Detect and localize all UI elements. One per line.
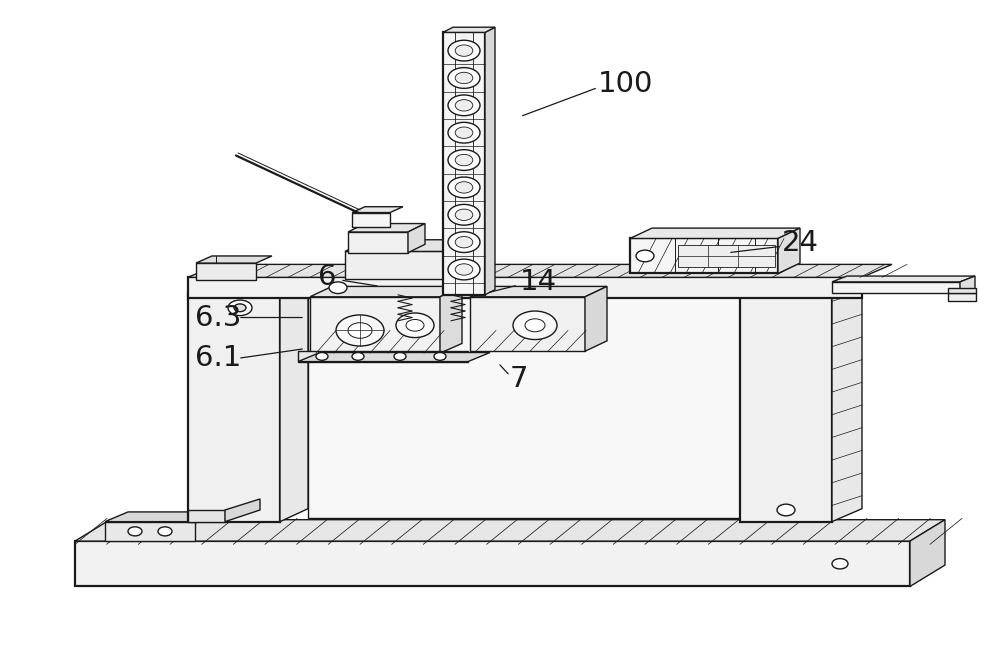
Polygon shape xyxy=(105,512,218,522)
Circle shape xyxy=(448,232,480,253)
Circle shape xyxy=(316,353,328,360)
Polygon shape xyxy=(585,286,607,351)
Circle shape xyxy=(396,313,434,338)
Circle shape xyxy=(448,95,480,116)
Circle shape xyxy=(455,237,473,248)
Text: 100: 100 xyxy=(598,70,653,98)
Circle shape xyxy=(448,150,480,170)
Circle shape xyxy=(455,181,473,193)
Text: 6.1: 6.1 xyxy=(195,344,241,373)
Polygon shape xyxy=(678,245,775,267)
Circle shape xyxy=(352,353,364,360)
Polygon shape xyxy=(630,228,800,238)
Polygon shape xyxy=(105,522,195,541)
Polygon shape xyxy=(345,240,468,251)
Polygon shape xyxy=(196,256,272,263)
Polygon shape xyxy=(310,286,462,297)
Circle shape xyxy=(406,319,424,331)
Polygon shape xyxy=(345,251,445,279)
Circle shape xyxy=(329,282,347,294)
Circle shape xyxy=(448,67,480,88)
Polygon shape xyxy=(196,263,256,280)
Polygon shape xyxy=(485,27,495,295)
Polygon shape xyxy=(188,293,280,522)
Polygon shape xyxy=(778,228,800,273)
Polygon shape xyxy=(188,264,892,277)
Polygon shape xyxy=(960,276,975,295)
Polygon shape xyxy=(188,510,225,522)
Polygon shape xyxy=(948,288,976,293)
Polygon shape xyxy=(445,240,468,279)
Circle shape xyxy=(777,504,795,516)
Text: 14: 14 xyxy=(520,268,557,296)
Polygon shape xyxy=(440,286,462,353)
Circle shape xyxy=(448,204,480,225)
Circle shape xyxy=(448,177,480,198)
Circle shape xyxy=(234,304,246,312)
Polygon shape xyxy=(348,224,425,232)
Circle shape xyxy=(525,319,545,332)
Polygon shape xyxy=(280,280,308,522)
Polygon shape xyxy=(832,276,975,282)
Polygon shape xyxy=(948,293,976,301)
Polygon shape xyxy=(298,351,468,362)
Text: 24: 24 xyxy=(782,229,819,257)
Circle shape xyxy=(228,300,252,316)
Polygon shape xyxy=(748,286,770,518)
Polygon shape xyxy=(630,238,778,273)
Circle shape xyxy=(448,122,480,143)
Polygon shape xyxy=(225,499,260,522)
Polygon shape xyxy=(910,520,945,586)
Circle shape xyxy=(434,353,446,360)
Circle shape xyxy=(448,259,480,280)
Polygon shape xyxy=(740,293,832,522)
Polygon shape xyxy=(740,280,862,293)
Polygon shape xyxy=(75,541,910,586)
Circle shape xyxy=(336,315,384,346)
Polygon shape xyxy=(443,32,485,295)
Polygon shape xyxy=(308,297,748,518)
Circle shape xyxy=(394,353,406,360)
Polygon shape xyxy=(408,224,425,253)
Circle shape xyxy=(448,40,480,61)
Circle shape xyxy=(455,73,473,84)
Polygon shape xyxy=(298,353,490,362)
Polygon shape xyxy=(188,280,308,293)
Circle shape xyxy=(455,264,473,275)
Polygon shape xyxy=(832,280,862,522)
Circle shape xyxy=(455,45,473,56)
Polygon shape xyxy=(832,282,960,293)
Text: 7: 7 xyxy=(510,365,528,393)
Circle shape xyxy=(455,209,473,220)
Circle shape xyxy=(455,154,473,166)
Polygon shape xyxy=(352,207,403,213)
Circle shape xyxy=(513,311,557,340)
Text: 6: 6 xyxy=(318,263,336,292)
Polygon shape xyxy=(75,520,945,541)
Polygon shape xyxy=(352,213,390,227)
Polygon shape xyxy=(470,297,585,351)
Polygon shape xyxy=(443,27,495,32)
Polygon shape xyxy=(188,277,862,298)
Circle shape xyxy=(455,127,473,139)
Circle shape xyxy=(455,100,473,111)
Circle shape xyxy=(158,527,172,536)
Circle shape xyxy=(128,527,142,536)
Polygon shape xyxy=(348,232,408,253)
Circle shape xyxy=(348,323,372,338)
Text: 6.3: 6.3 xyxy=(195,303,241,332)
Circle shape xyxy=(636,250,654,262)
Polygon shape xyxy=(470,286,607,297)
Polygon shape xyxy=(310,297,440,353)
Circle shape xyxy=(832,559,848,569)
